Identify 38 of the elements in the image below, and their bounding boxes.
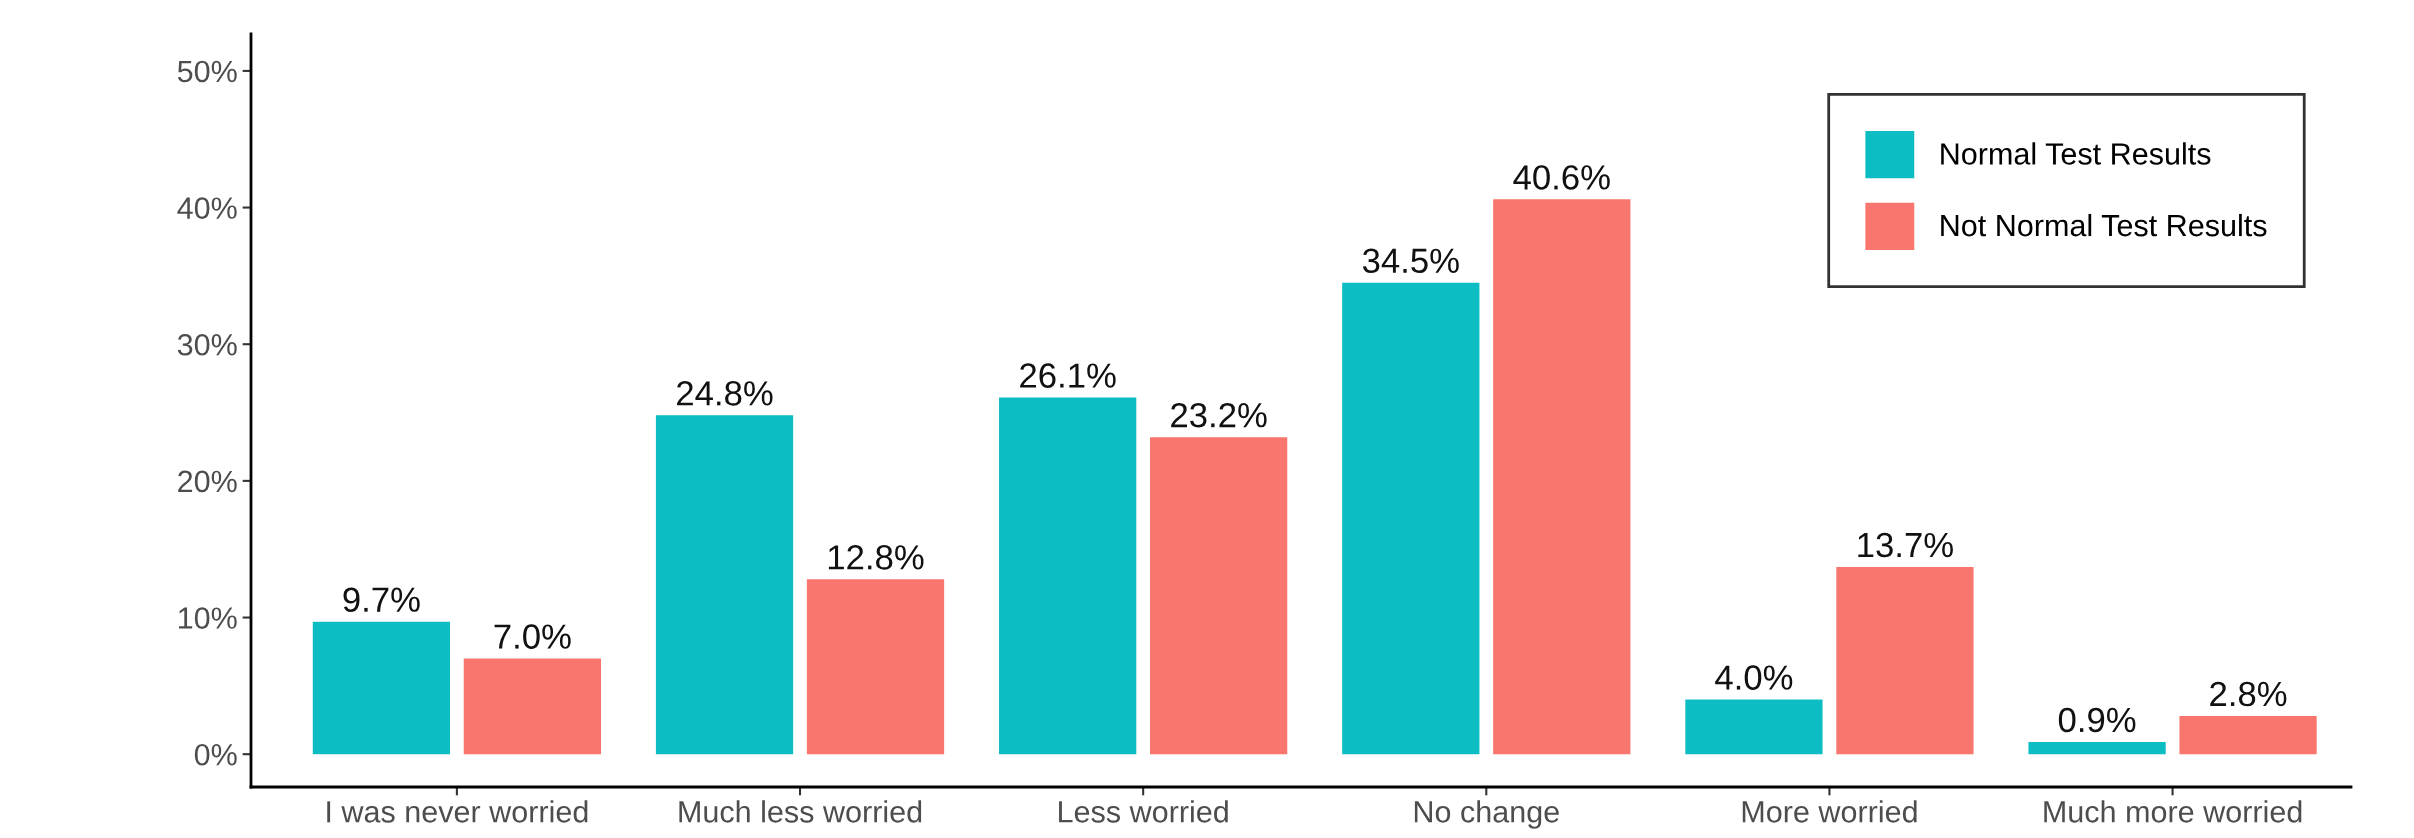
- data-label: 2.8%: [2210, 681, 2287, 707]
- legend-label: Not Normal Test Results: [1941, 213, 2267, 237]
- x-tick-label: I was never worried: [327, 800, 588, 823]
- bar: [1342, 282, 1480, 755]
- y-tick-label: 10%: [178, 607, 237, 629]
- data-label: 4.0%: [1715, 665, 1793, 690]
- data-label: 7.0%: [494, 624, 571, 649]
- bar: [1836, 566, 1974, 755]
- x-tick-label: No change: [1414, 800, 1559, 829]
- y-tick-label: 20%: [178, 470, 237, 493]
- data-label: 34.5%: [1362, 248, 1459, 274]
- bar: [1685, 699, 1823, 755]
- y-tick-label: 50%: [177, 60, 237, 83]
- data-label: 23.2%: [1171, 402, 1267, 428]
- y-tick-label: 30%: [177, 333, 237, 356]
- y-tick-label: 40%: [177, 197, 237, 219]
- data-label: 0.9%: [2058, 707, 2136, 733]
- bar: [999, 397, 1137, 755]
- x-tick-label: Much less worried: [679, 800, 922, 823]
- bar: [1493, 199, 1631, 755]
- x-tick-label: Less worried: [1059, 800, 1228, 823]
- x-tick-label: More worried: [1742, 800, 1917, 823]
- bar: [1150, 437, 1288, 755]
- data-label: 26.1%: [1020, 363, 1116, 388]
- data-label: 12.8%: [828, 545, 924, 570]
- bar: [2028, 741, 2166, 755]
- bar: [806, 579, 945, 755]
- x-tick-label: Much more worried: [2044, 800, 2302, 823]
- legend-label: Normal Test Results: [1941, 142, 2211, 165]
- data-label: 40.6%: [1513, 165, 1610, 190]
- data-label: 24.8%: [677, 381, 773, 406]
- bar: [2179, 715, 2317, 755]
- bar: [312, 621, 451, 755]
- bar: [655, 415, 794, 755]
- y-tick-label: 0%: [194, 743, 237, 766]
- bar: [463, 658, 601, 755]
- data-label: 13.7%: [1858, 532, 1953, 558]
- data-label: 9.7%: [343, 587, 420, 612]
